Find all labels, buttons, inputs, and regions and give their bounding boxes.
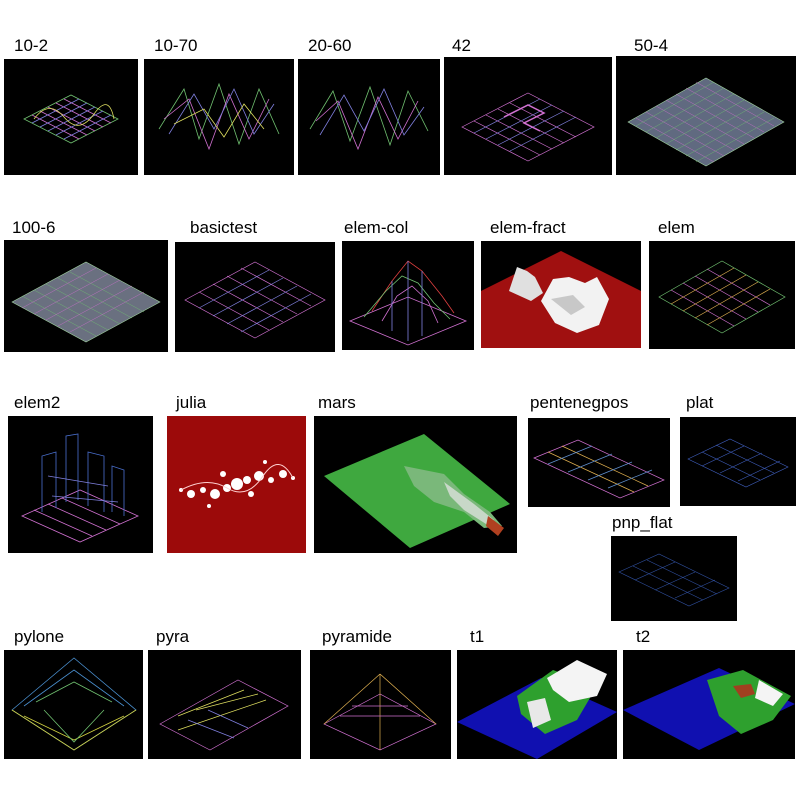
thumbnail-label: 50-4 xyxy=(634,36,668,56)
thumbnail-label: 20-60 xyxy=(308,36,351,56)
wireframe-image xyxy=(342,241,474,350)
wireframe-image xyxy=(310,650,451,759)
thumbnail-label: 42 xyxy=(452,36,471,56)
thumbnail-label: t2 xyxy=(636,627,650,647)
thumbnail-label: 10-70 xyxy=(154,36,197,56)
thumbnail-label: mars xyxy=(318,393,356,413)
terrain-image xyxy=(481,241,641,348)
thumbnail-label: t1 xyxy=(470,627,484,647)
terrain-image xyxy=(314,416,517,553)
thumbnail-label: 10-2 xyxy=(14,36,48,56)
wireframe-image xyxy=(680,417,796,506)
thumbnail-label: basictest xyxy=(190,218,257,238)
thumbnail-label: pentenegpos xyxy=(530,393,628,413)
thumbnail-label: pylone xyxy=(14,627,64,647)
terrain-image xyxy=(623,650,795,759)
thumbnail-label: 100-6 xyxy=(12,218,55,238)
wireframe-image xyxy=(8,416,153,553)
wireframe-image xyxy=(4,650,143,759)
thumbnail-label: pyra xyxy=(156,627,189,647)
wireframe-image xyxy=(175,242,335,352)
thumbnail-label: julia xyxy=(176,393,206,413)
wireframe-image xyxy=(298,59,440,175)
fractal-image xyxy=(167,416,306,553)
wireframe-image xyxy=(616,56,796,175)
thumbnail-label: pyramide xyxy=(322,627,392,647)
thumbnail-label: pnp_flat xyxy=(612,513,673,533)
wireframe-image xyxy=(4,240,168,352)
thumbnail-label: elem-col xyxy=(344,218,408,238)
wireframe-image xyxy=(649,241,795,349)
terrain-image xyxy=(457,650,617,759)
wireframe-image xyxy=(148,650,301,759)
wireframe-image xyxy=(528,418,670,507)
thumbnail-label: elem-fract xyxy=(490,218,566,238)
wireframe-image xyxy=(611,536,737,621)
thumbnail-label: plat xyxy=(686,393,713,413)
thumbnail-label: elem xyxy=(658,218,695,238)
thumbnail-label: elem2 xyxy=(14,393,60,413)
wireframe-image xyxy=(144,59,294,175)
wireframe-image xyxy=(444,57,612,175)
wireframe-image xyxy=(4,59,138,175)
